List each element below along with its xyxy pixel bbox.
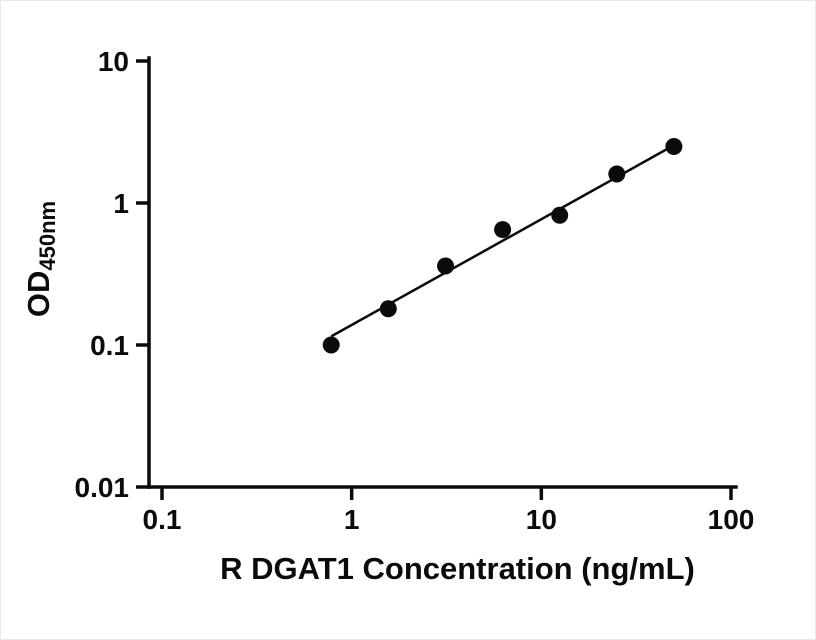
x-axis-tick-label: 10: [526, 504, 557, 535]
data-point: [551, 206, 569, 224]
x-axis-tick-label: 1: [344, 504, 360, 535]
y-axis-tick-label: 1: [113, 188, 129, 219]
x-axis-title: R DGAT1 Concentration (ng/mL): [220, 551, 695, 586]
data-point: [437, 257, 455, 275]
y-axis-tick-label: 0.1: [90, 330, 129, 361]
y-axis-title-subscript: 450nm: [35, 201, 60, 271]
y-axis-title-main: OD: [21, 271, 56, 318]
y-axis-title: OD450nm: [21, 201, 60, 317]
x-axis-tick-label: 0.1: [143, 504, 182, 535]
data-point: [322, 336, 340, 354]
x-axis-tick-label: 100: [708, 504, 755, 535]
y-axis-tick-label: 0.01: [75, 472, 130, 503]
data-point: [379, 300, 397, 318]
data-point: [665, 137, 683, 155]
data-point: [608, 165, 626, 183]
y-axis-tick-label: 10: [98, 46, 129, 77]
data-point: [494, 221, 512, 239]
